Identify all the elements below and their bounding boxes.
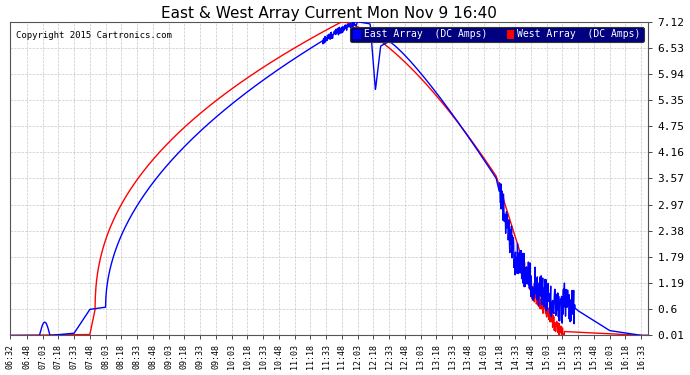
- Text: Copyright 2015 Cartronics.com: Copyright 2015 Cartronics.com: [17, 31, 172, 40]
- Title: East & West Array Current Mon Nov 9 16:40: East & West Array Current Mon Nov 9 16:4…: [161, 6, 497, 21]
- Legend: East Array  (DC Amps), West Array  (DC Amps): East Array (DC Amps), West Array (DC Amp…: [350, 27, 644, 42]
